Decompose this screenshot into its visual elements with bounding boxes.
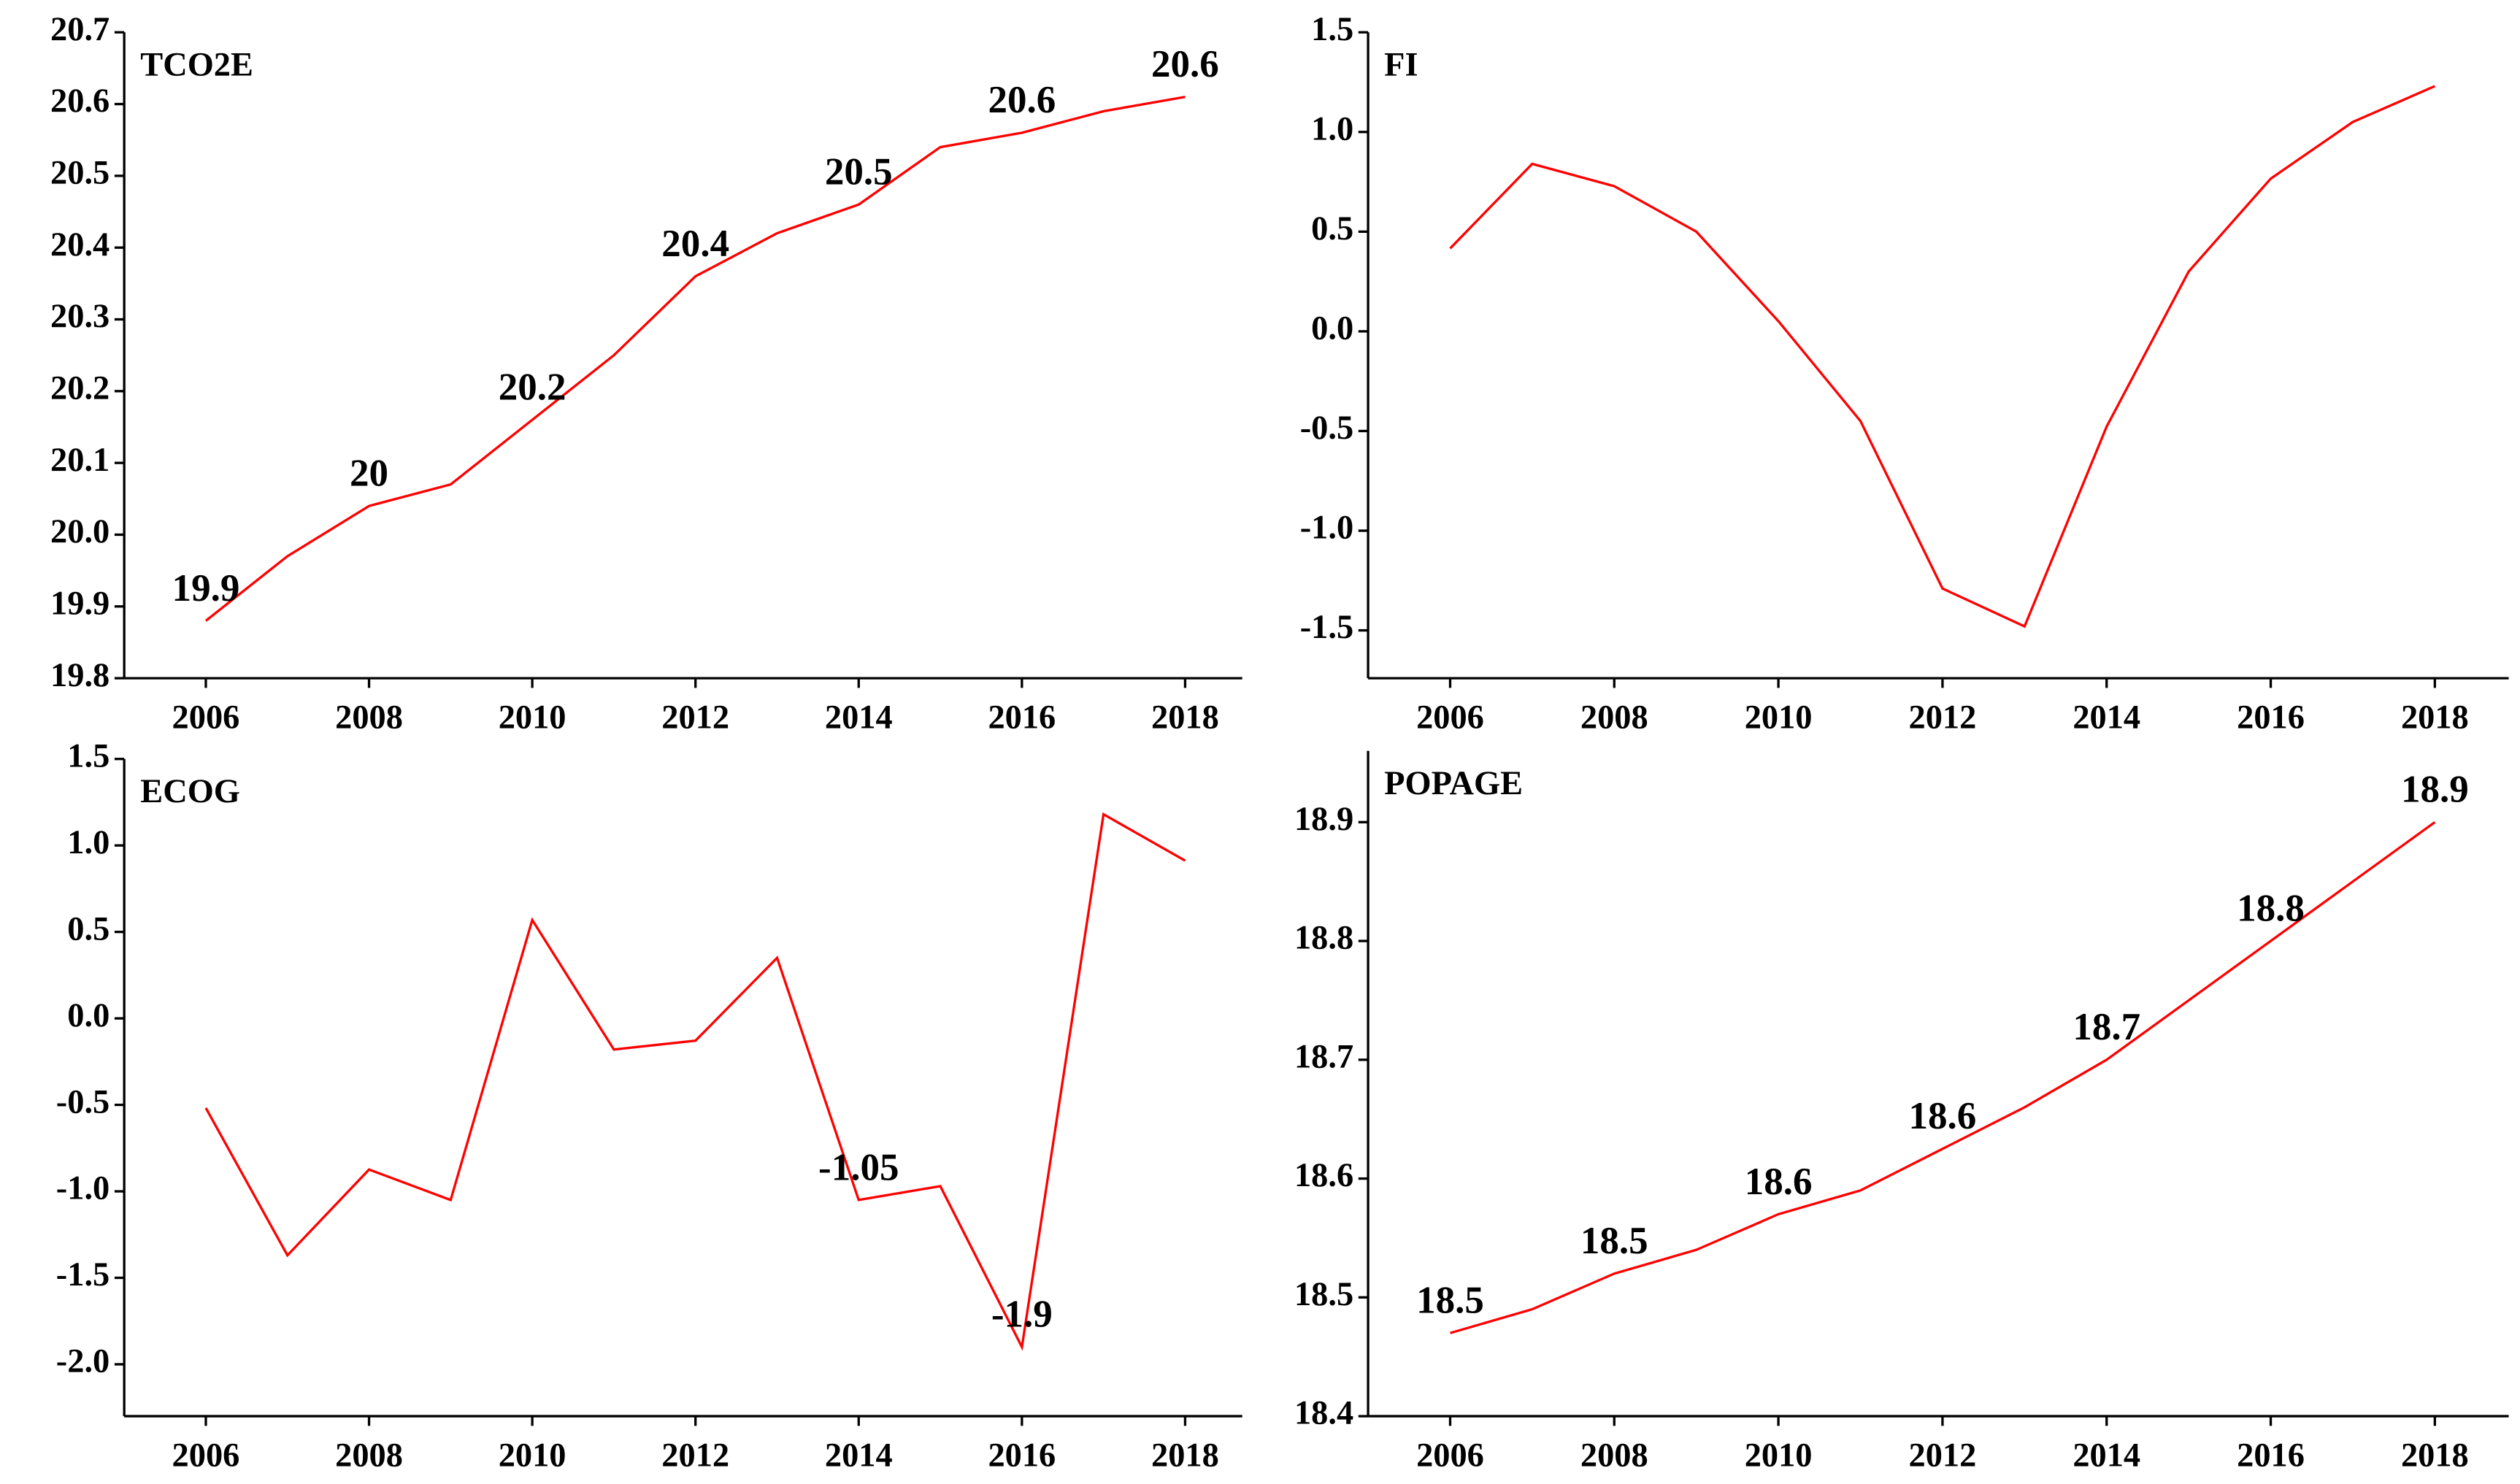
- chart-title: FI: [1384, 47, 1418, 84]
- y-tick-label: 20.6: [50, 82, 110, 120]
- x-tick-label: 2012: [661, 1437, 729, 1474]
- y-tick-label: -2.0: [56, 1343, 110, 1380]
- x-tick-label: 2016: [988, 699, 1056, 736]
- x-tick-label: 2016: [988, 1437, 1056, 1474]
- data-label: 20.2: [499, 366, 566, 409]
- chart-title: POPAGE: [1384, 765, 1523, 802]
- data-label: 18.9: [2401, 769, 2469, 811]
- x-tick-label: 2008: [335, 699, 403, 736]
- y-tick-label: 19.9: [50, 585, 110, 622]
- x-tick-label: 2016: [2237, 1437, 2305, 1474]
- x-tick-label: 2006: [1416, 1437, 1484, 1474]
- x-tick-label: 2018: [2401, 1437, 2469, 1474]
- y-tick-label: 18.9: [1294, 801, 1353, 838]
- x-tick-label: 2012: [661, 699, 729, 736]
- y-tick-label: -1.0: [56, 1170, 110, 1207]
- y-tick-label: -1.5: [1300, 609, 1353, 646]
- data-label: 18.5: [1416, 1279, 1484, 1321]
- y-tick-label: 19.8: [50, 657, 110, 694]
- x-tick-label: 2010: [1745, 699, 1813, 736]
- x-tick-label: 2014: [825, 1437, 893, 1474]
- x-tick-label: 2018: [1151, 1437, 1219, 1474]
- y-tick-label: 20.3: [50, 298, 110, 335]
- y-tick-label: 0.0: [67, 997, 110, 1034]
- data-label: 20.4: [661, 223, 729, 265]
- data-label: 18.6: [1745, 1161, 1813, 1203]
- data-label: 18.8: [2237, 887, 2305, 929]
- x-tick-label: 2016: [2237, 699, 2305, 736]
- data-label: 20: [350, 452, 388, 494]
- data-label: -1.05: [818, 1146, 899, 1188]
- y-tick-label: -1.0: [1300, 510, 1353, 547]
- y-tick-label: 20.5: [50, 155, 110, 192]
- y-tick-label: 0.5: [67, 910, 110, 947]
- y-tick-label: 20.0: [50, 513, 110, 550]
- y-tick-label: -0.5: [1300, 410, 1353, 447]
- y-tick-label: 0.0: [1311, 310, 1353, 347]
- y-tick-label: -1.5: [56, 1256, 110, 1293]
- x-tick-label: 2010: [1745, 1437, 1813, 1474]
- y-tick-label: 20.2: [50, 369, 110, 407]
- x-tick-label: 2006: [172, 699, 240, 736]
- y-tick-label: 0.5: [1311, 210, 1353, 247]
- data-line: [204, 812, 1186, 1351]
- x-tick-label: 2014: [2073, 699, 2140, 736]
- y-tick-label: 1.0: [67, 824, 110, 861]
- x-tick-label: 2010: [499, 1437, 566, 1474]
- data-label: 19.9: [172, 567, 240, 610]
- y-tick-label: 20.4: [50, 226, 110, 264]
- x-tick-label: 2008: [1580, 699, 1648, 736]
- data-line: [204, 96, 1186, 622]
- y-tick-label: -0.5: [56, 1083, 110, 1120]
- y-tick-label: 18.6: [1294, 1157, 1353, 1194]
- y-tick-label: 1.5: [67, 737, 110, 774]
- data-label: 20.6: [1151, 43, 1219, 85]
- data-line: [1450, 820, 2436, 1334]
- y-tick-label: 18.4: [1294, 1395, 1353, 1432]
- y-tick-label: 18.7: [1294, 1038, 1353, 1075]
- x-tick-label: 2018: [2401, 699, 2469, 736]
- x-tick-label: 2012: [1909, 699, 1977, 736]
- data-label: 20.5: [825, 151, 893, 193]
- data-label: 18.6: [1909, 1095, 1977, 1137]
- x-tick-label: 2018: [1151, 699, 1219, 736]
- chart-title: TCO2E: [140, 47, 253, 84]
- y-tick-label: 18.8: [1294, 920, 1353, 957]
- y-tick-label: 1.5: [1311, 11, 1353, 48]
- x-tick-label: 2006: [1416, 699, 1484, 736]
- data-label: 20.6: [988, 79, 1056, 121]
- x-tick-label: 2012: [1909, 1437, 1977, 1474]
- y-tick-label: 20.7: [50, 11, 110, 48]
- x-tick-label: 2014: [2073, 1437, 2140, 1474]
- data-label: 18.5: [1580, 1220, 1648, 1262]
- data-label: -1.9: [991, 1293, 1053, 1336]
- data-label: 18.7: [2073, 1006, 2140, 1048]
- x-tick-label: 2006: [172, 1437, 240, 1474]
- x-tick-label: 2014: [825, 699, 893, 736]
- y-tick-label: 20.1: [50, 442, 110, 479]
- y-tick-label: 18.5: [1294, 1276, 1353, 1313]
- chart-title: ECOG: [140, 773, 240, 810]
- x-tick-label: 2008: [335, 1437, 403, 1474]
- data-line: [1449, 85, 2436, 628]
- y-tick-label: 1.0: [1311, 110, 1353, 147]
- x-tick-label: 2008: [1580, 1437, 1648, 1474]
- x-tick-label: 2010: [499, 699, 566, 736]
